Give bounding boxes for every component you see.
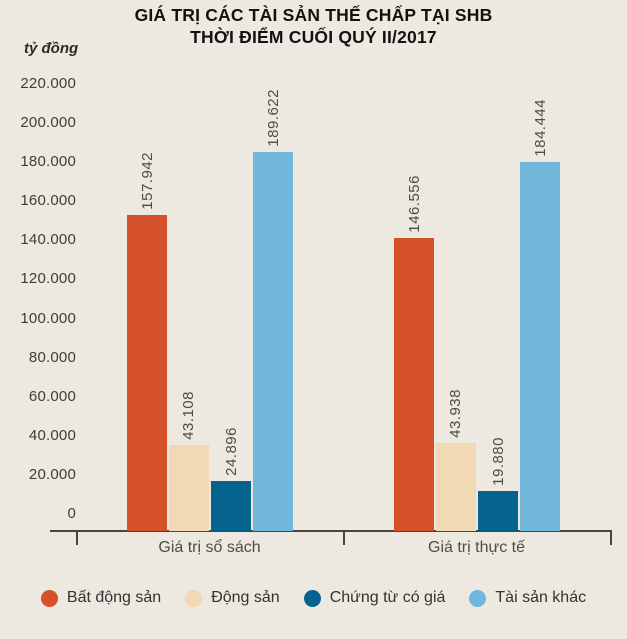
- bar-value-label: 43.108: [180, 390, 197, 440]
- legend: Bất động sản Động sản Chứng từ có giá Tà…: [0, 589, 627, 607]
- bar: [168, 444, 209, 531]
- bar: [253, 151, 293, 531]
- legend-label: Chứng từ có giá: [329, 589, 446, 606]
- x-axis-line: [50, 530, 612, 532]
- legend-color-dot: [303, 589, 321, 607]
- bar-value-label: 43.938: [447, 389, 464, 439]
- y-axis-tick-label: 220.000: [20, 75, 76, 92]
- legend-color-dot: [40, 589, 58, 607]
- bar: [211, 481, 251, 531]
- legend-label: Tài sản khác: [495, 589, 587, 606]
- bar: [520, 162, 560, 531]
- bar-value-label: 184.444: [531, 99, 549, 158]
- bar-value-label: 146.556: [405, 175, 423, 233]
- y-axis-tick-label: 100.000: [20, 309, 76, 327]
- y-axis-unit-label: tỷ đồng: [24, 40, 79, 57]
- legend-item: Bất động sản: [40, 589, 162, 607]
- bar: [435, 443, 476, 531]
- bar: [127, 215, 167, 531]
- legend-item: Động sản: [185, 589, 280, 607]
- y-axis-tick-label: 140.000: [20, 231, 76, 249]
- y-axis-tick-label: 60.000: [28, 387, 76, 405]
- legend-item: Tài sản khác: [469, 589, 586, 607]
- category-label: Giá trị thực tế: [428, 539, 525, 556]
- y-axis-tick-label: 200.000: [20, 114, 76, 132]
- legend-label: Động sản: [211, 589, 280, 606]
- legend-color-dot: [185, 589, 203, 607]
- y-axis-tick-label: 180.000: [20, 153, 76, 171]
- x-axis-tick: [610, 531, 612, 545]
- legend-label: Bất động sản: [66, 589, 162, 606]
- y-axis-tick-label: 0: [67, 505, 76, 522]
- y-axis-tick-label: 160.000: [20, 192, 76, 210]
- x-axis-tick: [76, 531, 78, 545]
- y-axis-tick-label: 20.000: [28, 465, 76, 483]
- bar-value-label: 157.942: [138, 152, 156, 211]
- y-axis-tick-label: 40.000: [28, 426, 76, 444]
- legend-item: Chứng từ có giá: [303, 589, 446, 607]
- chart-title-line2: THỜI ĐIỂM CUỐI QUÝ II/2017: [190, 27, 437, 47]
- bar-value-label: 19.880: [489, 437, 507, 487]
- y-axis-tick-label: 80.000: [28, 348, 76, 366]
- bar: [394, 237, 434, 531]
- bar-value-label: 24.896: [222, 427, 240, 477]
- y-axis-tick-label: 120.000: [20, 270, 76, 288]
- x-axis-tick: [343, 531, 345, 545]
- bar: [478, 491, 518, 531]
- legend-color-dot: [469, 589, 487, 607]
- category-label: Giá trị sổ sách: [158, 539, 261, 556]
- bar-value-label: 189.622: [264, 89, 282, 147]
- chart-title-line1: GIÁ TRỊ CÁC TÀI SẢN THẾ CHẤP TẠI SHB: [134, 5, 493, 25]
